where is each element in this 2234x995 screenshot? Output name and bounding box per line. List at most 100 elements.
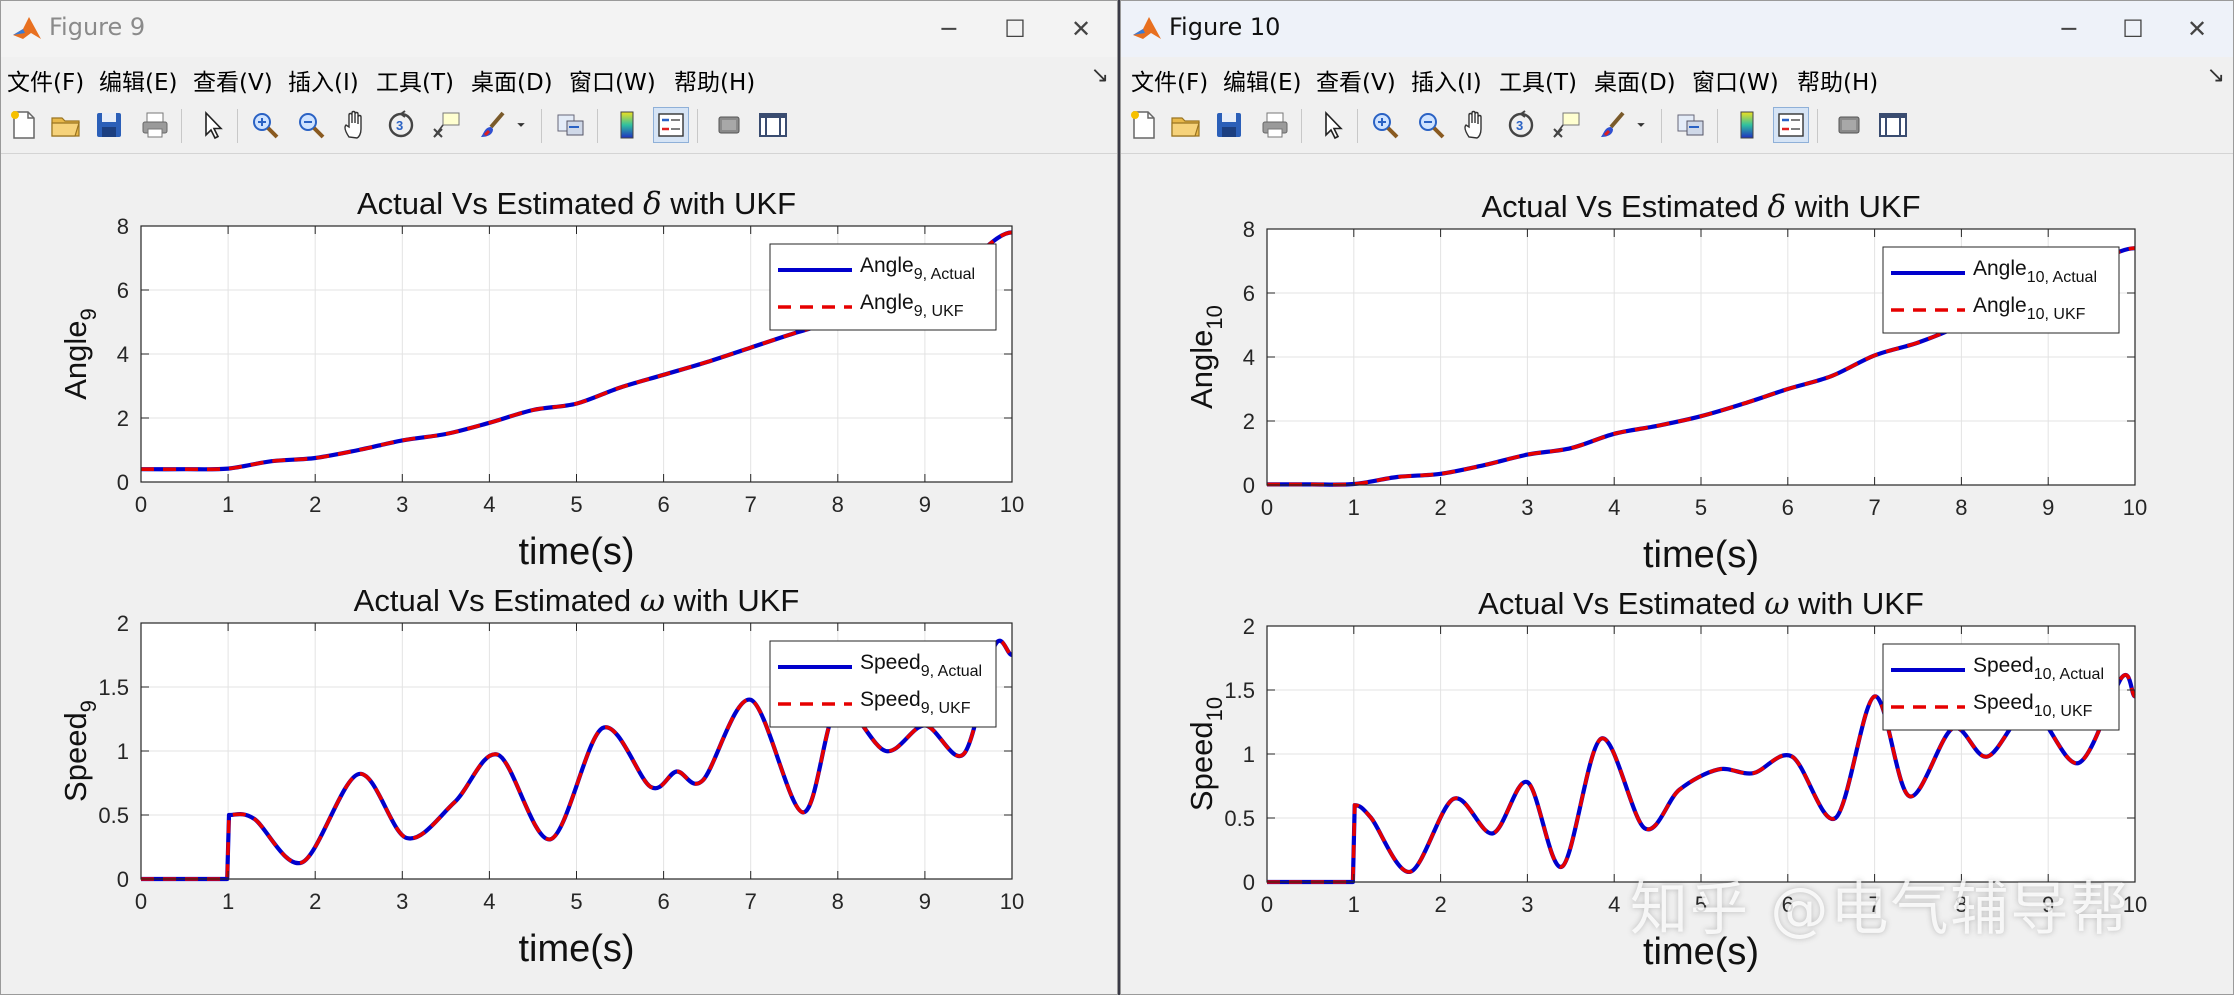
y-tick-label: 6	[117, 278, 129, 303]
legend-label: Speed10, Actual	[1973, 654, 2104, 683]
x-tick-label: 8	[1955, 495, 1967, 520]
y-tick-label: 0	[117, 867, 129, 892]
brush-dropdown-icon[interactable]	[1631, 107, 1651, 143]
select-arrow-icon[interactable]	[1315, 107, 1351, 143]
menu-window[interactable]: 窗口(W)	[1692, 70, 1779, 96]
chart-title-suffix: with UKF	[1789, 586, 1923, 621]
close-button[interactable]: ✕	[1070, 15, 1092, 43]
menu-help[interactable]: 帮助(H)	[674, 70, 756, 96]
print-icon[interactable]	[137, 107, 173, 143]
x-tick-label: 10	[1000, 889, 1024, 914]
save-icon[interactable]	[91, 107, 127, 143]
pan-hand-icon[interactable]	[337, 107, 373, 143]
menu-overflow-icon[interactable]: ↘	[2206, 63, 2225, 88]
menu-help[interactable]: 帮助(H)	[1797, 70, 1879, 96]
zoom-in-icon[interactable]	[247, 107, 283, 143]
toolbar-separator	[181, 109, 182, 143]
menu-view[interactable]: 查看(V)	[1316, 70, 1396, 96]
menu-bar: 文件(F) 编辑(E) 查看(V) 插入(I) 工具(T) 桌面(D) 窗口(W…	[1, 57, 1117, 99]
menu-tools[interactable]: 工具(T)	[1499, 70, 1577, 96]
save-icon[interactable]	[1211, 107, 1247, 143]
zoom-out-icon[interactable]	[293, 107, 329, 143]
menu-insert[interactable]: 插入(I)	[1411, 70, 1482, 96]
show-plot-tools-icon[interactable]	[1875, 107, 1911, 143]
x-tick-label: 6	[1782, 892, 1794, 917]
legend-icon[interactable]	[1773, 107, 1809, 143]
title-bar[interactable]: Figure 10 ─ ☐ ✕	[1121, 1, 2233, 57]
menu-edit[interactable]: 编辑(E)	[99, 70, 178, 96]
legend-icon[interactable]	[653, 107, 689, 143]
menu-edit[interactable]: 编辑(E)	[1223, 70, 1302, 96]
x-axis-label: time(s)	[1643, 931, 1759, 973]
y-axis-label-subscript: 9	[76, 308, 101, 320]
hide-plot-tools-icon[interactable]	[711, 107, 747, 143]
data-cursor-icon[interactable]	[429, 107, 465, 143]
plot-area: 0 1 2 3 4 5 6 7 8 9 10 0 2 4 6 8 Actual Vs Estimated δ w…	[1121, 154, 2233, 994]
menu-tools[interactable]: 工具(T)	[376, 70, 454, 96]
rotate-3d-icon[interactable]: 3	[383, 107, 419, 143]
print-icon[interactable]	[1257, 107, 1293, 143]
x-tick-label: 4	[1608, 495, 1620, 520]
zoom-in-icon[interactable]	[1367, 107, 1403, 143]
brush-icon[interactable]	[1595, 107, 1631, 143]
zoom-out-icon[interactable]	[1413, 107, 1449, 143]
x-tick-label: 0	[135, 889, 147, 914]
x-tick-label: 8	[832, 889, 844, 914]
pan-hand-icon[interactable]	[1457, 107, 1493, 143]
minimize-button[interactable]: ─	[941, 15, 957, 43]
maximize-button[interactable]: ☐	[1004, 15, 1026, 43]
open-folder-icon[interactable]	[1167, 107, 1203, 143]
x-tick-label: 3	[396, 889, 408, 914]
minimize-button[interactable]: ─	[2061, 15, 2077, 43]
chart-title-symbol: δ	[1767, 189, 1786, 225]
chart-title-symbol: ω	[640, 583, 665, 619]
legend-label-subscript: 10, Actual	[2027, 269, 2097, 286]
x-axis-label: time(s)	[518, 531, 634, 573]
hide-plot-tools-icon[interactable]	[1831, 107, 1867, 143]
y-tick-label: 2	[1243, 409, 1255, 434]
menu-desktop[interactable]: 桌面(D)	[471, 70, 553, 96]
show-plot-tools-icon[interactable]	[755, 107, 791, 143]
menu-file[interactable]: 文件(F)	[7, 70, 85, 96]
y-tick-label: 8	[117, 214, 129, 239]
data-cursor-icon[interactable]	[1549, 107, 1585, 143]
y-tick-label: 4	[1243, 345, 1255, 370]
x-tick-label: 2	[309, 492, 321, 517]
colorbar-icon[interactable]	[609, 107, 645, 143]
x-tick-label: 4	[483, 492, 495, 517]
menu-desktop[interactable]: 桌面(D)	[1594, 70, 1676, 96]
select-arrow-icon[interactable]	[195, 107, 231, 143]
menu-overflow-icon[interactable]: ↘	[1090, 63, 1109, 88]
legend-label-subscript: 10, UKF	[2027, 306, 2086, 323]
title-bar[interactable]: Figure 9 ─ ☐ ✕	[1, 1, 1117, 57]
x-tick-label: 1	[222, 889, 234, 914]
figure-window-10: Figure 10 ─ ☐ ✕ 文件(F) 编辑(E) 查看(V) 插入(I) …	[1120, 0, 2234, 995]
maximize-button[interactable]: ☐	[2122, 15, 2144, 43]
colorbar-icon[interactable]	[1729, 107, 1765, 143]
menu-window[interactable]: 窗口(W)	[569, 70, 656, 96]
x-tick-label: 0	[1261, 495, 1273, 520]
new-file-icon[interactable]	[5, 107, 41, 143]
rotate-3d-icon[interactable]: 3	[1503, 107, 1539, 143]
menu-view[interactable]: 查看(V)	[193, 70, 273, 96]
menu-file[interactable]: 文件(F)	[1131, 70, 1209, 96]
brush-icon[interactable]	[475, 107, 511, 143]
legend-label: Angle10, UKF	[1973, 294, 2086, 323]
brush-dropdown-icon[interactable]	[511, 107, 531, 143]
y-tick-label: 2	[117, 611, 129, 636]
new-file-icon[interactable]	[1125, 107, 1161, 143]
close-button[interactable]: ✕	[2186, 15, 2208, 43]
legend-label-subscript: 10, UKF	[2034, 703, 2093, 720]
link-plot-icon[interactable]	[1673, 107, 1709, 143]
svg-text:3: 3	[1516, 118, 1523, 133]
toolbar-separator	[1817, 109, 1818, 143]
chart-title-suffix: with UKF	[662, 186, 796, 221]
legend-label: Speed10, UKF	[1973, 691, 2093, 720]
x-tick-label: 5	[1695, 495, 1707, 520]
y-tick-label: 8	[1243, 217, 1255, 242]
toolbar-separator	[1301, 109, 1302, 143]
y-tick-label: 1.5	[1224, 678, 1255, 703]
open-folder-icon[interactable]	[47, 107, 83, 143]
link-plot-icon[interactable]	[553, 107, 589, 143]
menu-insert[interactable]: 插入(I)	[288, 70, 359, 96]
